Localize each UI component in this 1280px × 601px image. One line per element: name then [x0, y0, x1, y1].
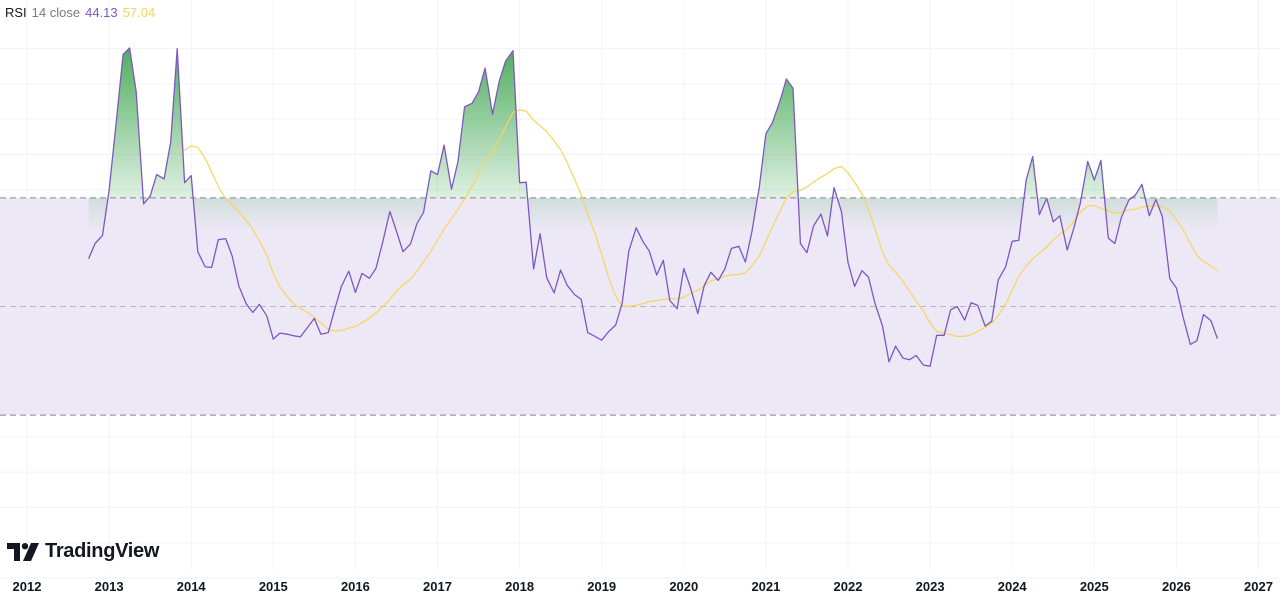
rsi-line[interactable]: [88, 47, 1219, 367]
rsi-ma-line: [177, 109, 1218, 337]
x-tick-label: 2027: [1244, 579, 1273, 594]
x-tick-label: 2023: [916, 579, 945, 594]
x-tick-label: 2018: [505, 579, 534, 594]
x-tick-label: 2012: [13, 579, 42, 594]
x-tick-label: 2015: [259, 579, 288, 594]
x-tick-label: 2013: [95, 579, 124, 594]
x-tick-label: 2017: [423, 579, 452, 594]
x-tick-label: 2025: [1080, 579, 1109, 594]
rsi-ma-value: 57.04: [122, 5, 156, 20]
x-axis: 2012 2013 2014 2015 2016 2017 2018 2019 2020 2021…: [13, 579, 1273, 594]
x-tick-label: 2024: [998, 579, 1028, 594]
indicator-name[interactable]: RSI: [5, 5, 27, 20]
x-tick-label: 2020: [669, 579, 698, 594]
x-tick-label: 2021: [751, 579, 780, 594]
x-tick-label: 2022: [834, 579, 863, 594]
x-tick-label: 2016: [341, 579, 370, 594]
tradingview-logo-icon: [7, 542, 39, 561]
tradingview-watermark[interactable]: TradingView: [7, 540, 159, 563]
x-tick-label: 2026: [1162, 579, 1191, 594]
brand-name: TradingView: [45, 540, 160, 562]
x-tick-label: 2014: [177, 579, 207, 594]
rsi-value: 44.13: [85, 5, 118, 20]
x-tick-label: 2019: [587, 579, 616, 594]
overbought-fill: [88, 48, 1218, 232]
indicator-params: 14 close: [31, 5, 81, 20]
indicator-legend[interactable]: RSI 14 close 44.13 57.04: [5, 5, 155, 20]
